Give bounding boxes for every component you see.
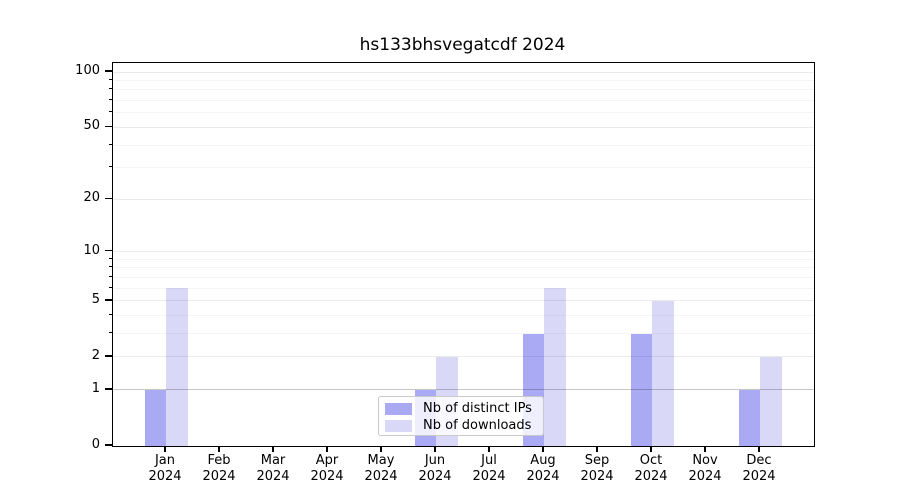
x-tick-label: Jan 2024	[148, 453, 182, 484]
y-tick-label: 20	[83, 190, 100, 206]
minor-gridline	[113, 287, 814, 289]
chart-title: hs133bhsvegatcdf 2024	[359, 35, 566, 55]
major-gridline	[113, 300, 814, 302]
bar-distinct-ips	[738, 389, 760, 446]
x-tick	[434, 446, 436, 452]
x-tick	[218, 446, 220, 452]
y-tick-label: 10	[83, 242, 100, 258]
minor-gridline	[113, 167, 814, 169]
y-tick	[105, 70, 112, 72]
major-gridline	[113, 356, 814, 358]
y-tick-label: 0	[91, 437, 100, 452]
y-minor-tick	[108, 88, 112, 90]
y-minor-tick	[108, 99, 112, 101]
x-tick-label: Nov 2024	[688, 453, 722, 484]
legend-item-downloads: Nb of downloads	[385, 418, 535, 434]
x-tick-label: Oct 2024	[634, 453, 668, 484]
minor-gridline	[113, 333, 814, 335]
x-tick	[596, 446, 598, 452]
major-gridline	[113, 251, 814, 253]
x-tick	[704, 446, 706, 452]
y-tick	[105, 250, 112, 252]
x-tick-label: Dec 2024	[742, 453, 776, 484]
bar-distinct-ips	[144, 389, 166, 446]
minor-gridline	[113, 80, 814, 82]
minor-gridline	[113, 112, 814, 114]
x-tick	[488, 446, 490, 452]
y-minor-tick	[108, 111, 112, 113]
y-tick-label: 2	[91, 347, 100, 363]
y-tick	[105, 388, 112, 390]
bar-downloads	[544, 288, 566, 446]
y-tick-label: 1	[91, 380, 100, 396]
y-minor-tick	[108, 166, 112, 168]
downloads-swatch-icon	[385, 420, 412, 432]
major-gridline	[113, 198, 814, 200]
legend-item-distinct-ips: Nb of distinct IPs	[385, 401, 535, 417]
minor-gridline	[113, 267, 814, 269]
plot-area	[112, 62, 815, 447]
x-tick	[650, 446, 652, 452]
y-tick-label: 100	[75, 63, 100, 79]
y-minor-tick	[108, 332, 112, 334]
x-tick-label: May 2024	[364, 453, 398, 484]
x-tick-label: Sep 2024	[580, 453, 614, 484]
x-tick	[272, 446, 274, 452]
x-tick-label: Feb 2024	[202, 453, 236, 484]
major-gridline	[113, 389, 814, 391]
major-gridline	[113, 126, 814, 128]
grid-layer	[113, 63, 814, 446]
x-tick-label: Jul 2024	[472, 453, 506, 484]
y-minor-tick	[108, 314, 112, 316]
major-gridline	[113, 71, 814, 73]
minor-gridline	[113, 89, 814, 91]
y-minor-tick	[108, 257, 112, 259]
y-minor-tick	[108, 143, 112, 145]
minor-gridline	[113, 258, 814, 260]
legend-label-distinct-ips: Nb of distinct IPs	[423, 401, 532, 416]
x-tick	[326, 446, 328, 452]
minor-gridline	[113, 315, 814, 317]
x-tick-label: Aug 2024	[526, 453, 560, 484]
y-minor-tick	[108, 276, 112, 278]
x-tick-label: Mar 2024	[256, 453, 290, 484]
x-tick-label: Jun 2024	[418, 453, 452, 484]
bar-downloads	[760, 356, 782, 446]
y-tick	[105, 444, 112, 446]
y-tick	[105, 355, 112, 357]
y-tick	[105, 197, 112, 200]
bar-distinct-ips	[630, 333, 652, 446]
legend: Nb of distinct IPs Nb of downloads	[378, 396, 544, 436]
y-minor-tick	[108, 286, 112, 288]
y-tick	[105, 299, 112, 301]
distinct-ips-swatch-icon	[385, 403, 412, 415]
minor-gridline	[113, 144, 814, 146]
x-tick	[164, 446, 166, 452]
y-minor-tick	[108, 79, 112, 81]
minor-gridline	[113, 100, 814, 102]
bar-downloads	[652, 300, 674, 446]
minor-gridline	[113, 277, 814, 279]
legend-label-downloads: Nb of downloads	[423, 418, 532, 433]
x-tick-label: Apr 2024	[310, 453, 344, 484]
x-tick	[380, 446, 382, 452]
y-tick-label: 5	[91, 291, 100, 307]
y-tick-label: 50	[83, 118, 100, 134]
x-tick	[542, 446, 544, 452]
y-minor-tick	[108, 266, 112, 268]
y-tick	[105, 125, 112, 128]
bar-downloads	[166, 288, 188, 446]
x-tick	[758, 446, 760, 452]
